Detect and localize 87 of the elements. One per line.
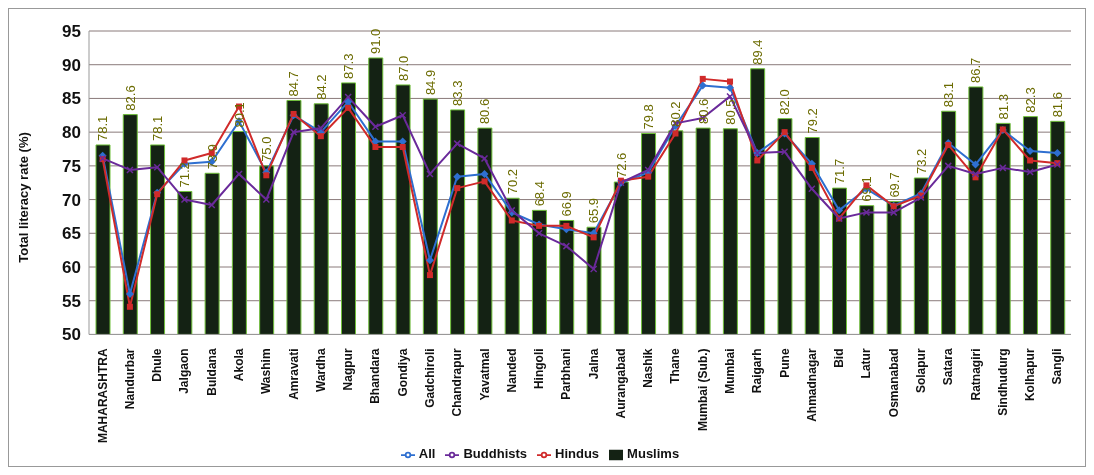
legend-label: Muslims [627,446,680,462]
data-label: 80.6 [695,98,711,125]
x-tick-label: Hingoli [532,348,547,390]
data-label: 78.1 [95,115,111,141]
x-tick-label: Raigarh [750,348,765,394]
x-tick-label: Solapur [913,348,928,394]
data-label: 75.0 [259,136,275,162]
data-label: 72.6 [613,152,629,179]
data-label: 84.9 [422,69,438,96]
data-label: 65.9 [586,197,602,224]
x-tick-label: Osmanabad [886,348,901,418]
data-label: 66.9 [559,191,575,217]
y-tick-label: 90 [62,55,81,75]
x-tick-label: Nagpur [341,348,356,391]
data-label: 80.1 [231,102,247,128]
y-tick-label: 75 [62,156,81,176]
x-tick-label: Mumbai (Sub.) [695,348,710,432]
x-tick-label: Latur [859,348,874,379]
legend-label: Hindus [555,446,600,462]
legend-label: Buddhists [463,446,528,462]
data-label: 71.7 [832,158,847,185]
data-label: 79.2 [804,108,820,134]
x-tick-label: Chandrapur [450,348,465,417]
data-label: 71.2 [177,162,193,188]
y-axis-title: Total literacy rate (%) [15,132,31,263]
data-label: 69.1 [859,176,875,202]
data-label: 69.7 [886,172,902,198]
x-tick-label: Sangli [1050,348,1065,385]
data-label: 81.3 [995,94,1011,120]
y-tick-label: 60 [62,258,81,278]
data-label: 86.7 [968,57,984,83]
y-tick-label: 70 [62,190,81,210]
x-tick-label: Sindhudurg [995,348,1010,416]
data-label: 70.2 [504,168,520,195]
x-tick-label: Dhule [150,348,165,382]
y-tick-label: 80 [62,123,81,143]
data-label: 84.2 [313,74,329,100]
x-tick-label: MAHARASHTRA [95,348,110,444]
x-tick-label: Mumbai [723,348,738,394]
x-tick-label: Jalgaon [177,348,192,394]
x-tick-label: Jalna [586,348,601,380]
y-tick-label: 65 [62,224,81,244]
x-tick-label: Amravati [286,348,301,400]
data-label: 89.4 [750,39,766,65]
x-tick-label: Washim [259,348,274,394]
y-tick-label: 95 [62,22,81,42]
data-label: 87.0 [395,55,411,81]
data-label: 73.9 [204,143,220,170]
x-tick-label: Bhandara [368,348,383,404]
data-label: 73.2 [913,148,929,174]
data-label: 81.6 [1050,92,1066,118]
data-label: 83.3 [450,80,466,106]
x-tick-label: Ratnagiri [968,348,983,401]
data-label: 91.0 [368,28,384,54]
x-tick-label: Wardha [313,348,328,392]
x-tick-label: Nanded [504,348,519,393]
data-label: 80.6 [477,98,493,125]
y-tick-label: 50 [62,325,81,345]
data-label: 80.5 [722,99,738,125]
data-label: 82.6 [122,85,138,111]
data-label: 68.4 [531,181,547,207]
x-tick-label: Nandurbar [122,348,137,410]
data-label: 82.0 [777,89,793,115]
data-label: 79.8 [641,104,657,130]
x-tick-label: Nashik [641,348,656,388]
x-tick-label: Akola [232,348,247,382]
x-tick-label: Aurangabad [613,348,628,419]
data-label: 83.1 [941,81,957,108]
data-label: 87.3 [341,53,356,79]
y-tick-label: 85 [62,89,81,109]
x-tick-label: Bid [832,348,847,368]
x-tick-label: Buldana [204,348,219,396]
x-tick-label: Gadchiroli [422,348,437,408]
x-tick-label: Parbhani [559,348,574,400]
x-tick-label: Ahmadnagar [804,348,819,422]
x-tick-label: Yavatmal [477,348,492,401]
data-label: 78.1 [150,115,166,141]
x-tick-label: Satara [941,348,956,386]
x-tick-label: Kolhapur [1023,348,1038,402]
data-label: 80.2 [668,101,684,127]
data-label: 82.3 [1022,87,1038,113]
legend-label: All [418,446,436,462]
x-tick-label: Pune [777,348,792,378]
x-tick-label: Thane [668,348,683,384]
x-tick-label: Gondiya [395,348,410,397]
data-label: 84.7 [286,71,302,97]
y-tick-label: 55 [62,291,81,311]
